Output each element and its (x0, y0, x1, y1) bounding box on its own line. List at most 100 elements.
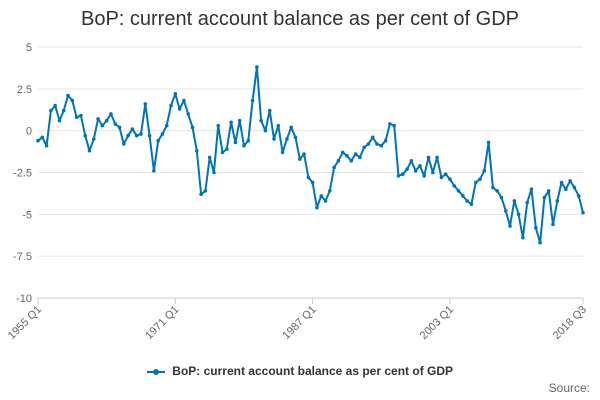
y-tick-label: -2.5 (13, 168, 32, 180)
data-point (186, 112, 190, 116)
data-point (486, 140, 491, 145)
y-tick-label: -10 (16, 293, 32, 305)
data-point (156, 138, 160, 143)
data-point (36, 138, 40, 143)
data-point (44, 143, 49, 148)
data-point (272, 137, 276, 141)
data-point (426, 155, 431, 160)
data-point (79, 113, 83, 118)
data-point (130, 127, 135, 131)
data-point (122, 142, 126, 146)
data-point (478, 177, 482, 181)
data-point (366, 142, 371, 146)
legend[interactable]: BoP: current account balance as per cent… (0, 364, 600, 378)
data-point (109, 112, 113, 116)
data-point (199, 192, 203, 197)
data-point (229, 120, 233, 125)
data-point (336, 158, 341, 163)
data-point (491, 185, 495, 190)
data-point (413, 169, 418, 173)
data-point (572, 185, 577, 190)
data-point (422, 174, 427, 178)
data-point (405, 167, 409, 171)
data-point (225, 147, 229, 151)
data-point (349, 158, 354, 163)
data-point (280, 150, 285, 155)
data-point (379, 143, 384, 148)
data-point (383, 138, 388, 143)
data-point (465, 199, 469, 203)
data-point (525, 200, 530, 205)
data-point (581, 210, 585, 215)
data-point (96, 117, 100, 121)
x-tick-label: 1987 Q1 (280, 304, 318, 342)
data-point (418, 164, 422, 168)
data-point (83, 133, 88, 138)
data-point (293, 135, 298, 140)
legend-swatch (146, 368, 165, 375)
data-point (297, 157, 302, 161)
data-point (53, 103, 57, 108)
data-point (529, 187, 534, 192)
data-point (267, 108, 272, 113)
data-point (456, 189, 461, 193)
data-point (91, 137, 96, 141)
data-point (568, 179, 572, 183)
data-point (242, 143, 246, 148)
data-point (469, 202, 474, 207)
data-point (100, 123, 105, 128)
data-point (461, 194, 465, 198)
data-point (473, 180, 478, 185)
data-point (117, 125, 122, 130)
data-point (212, 170, 216, 175)
data-point (259, 118, 263, 123)
data-point (233, 140, 238, 145)
data-point (392, 123, 396, 128)
data-point (255, 65, 259, 69)
data-point (220, 150, 225, 155)
data-point (452, 184, 457, 188)
data-point (134, 133, 139, 138)
data-point (113, 122, 118, 126)
y-tick-label: 5 (26, 42, 32, 54)
data-point (340, 150, 345, 155)
data-point (443, 172, 448, 176)
data-point (177, 107, 182, 111)
y-tick-label: -5 (22, 209, 32, 221)
data-point (139, 132, 143, 136)
y-tick-label: -7.5 (13, 251, 32, 263)
data-point (203, 189, 208, 193)
data-point (104, 118, 109, 123)
data-point (431, 170, 435, 175)
y-tick-label: 0 (26, 126, 32, 138)
x-tick-label: 1955 Q1 (6, 304, 44, 342)
data-point (147, 133, 152, 138)
data-point (66, 93, 70, 98)
data-point (173, 92, 178, 96)
data-point (521, 235, 525, 240)
y-tick-label: 2.5 (17, 84, 32, 96)
data-point (160, 132, 165, 136)
source-note: Source: (548, 381, 590, 395)
data-point (40, 135, 45, 140)
data-point (285, 137, 289, 141)
data-point (388, 122, 392, 126)
data-point (448, 177, 452, 181)
data-point (246, 138, 251, 143)
data-point (555, 199, 560, 203)
data-point (503, 209, 508, 213)
x-tick-label: 2003 Q1 (418, 304, 456, 342)
data-point (302, 152, 306, 156)
data-point (237, 118, 242, 123)
data-point (375, 142, 379, 146)
data-point (74, 115, 79, 120)
data-point (57, 118, 62, 123)
data-point (182, 98, 186, 103)
legend-label: BoP: current account balance as per cent… (172, 364, 454, 378)
data-point (143, 102, 148, 106)
data-point (508, 224, 512, 228)
chart-title: BoP: current account balance as per cent… (80, 8, 520, 30)
data-point (559, 180, 564, 185)
data-point (207, 155, 212, 160)
data-point (370, 135, 375, 140)
